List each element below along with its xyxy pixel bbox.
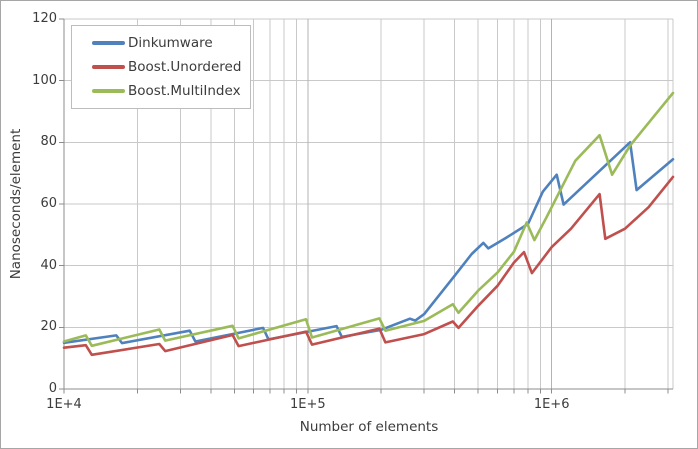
legend-item: Boost.MultiIndex (92, 83, 250, 99)
x-axis-title: Number of elements (299, 419, 439, 435)
y-tick-label: 20 (40, 319, 57, 335)
legend: Dinkumware Boost.Unordered Boost.MultiIn… (71, 25, 251, 109)
x-tick-label: 1E+6 (533, 397, 570, 412)
y-tick-label: 100 (32, 72, 57, 88)
series-swatch-dinkumware (92, 41, 125, 45)
y-tick-label: 120 (32, 11, 57, 26)
series-line-boost-multiindex (62, 91, 675, 348)
series-swatch-boost-unordered (92, 65, 125, 69)
legend-item: Dinkumware (92, 35, 250, 51)
y-tick-label: 40 (40, 257, 57, 273)
y-tick-label: 60 (40, 196, 57, 211)
legend-label: Boost.MultiIndex (128, 83, 241, 99)
series-swatch-boost-multiindex (92, 89, 125, 93)
x-tick-label: 1E+4 (46, 397, 82, 412)
legend-item: Boost.Unordered (92, 59, 250, 75)
y-tick-label: 0 (48, 381, 57, 396)
legend-label: Boost.Unordered (128, 59, 242, 75)
series-line-dinkumware (62, 141, 675, 345)
y-tick-label: 80 (40, 134, 57, 150)
x-tick-label: 1E+5 (289, 397, 326, 412)
series-line-boost-unordered (62, 175, 675, 357)
legend-label: Dinkumware (128, 35, 213, 51)
